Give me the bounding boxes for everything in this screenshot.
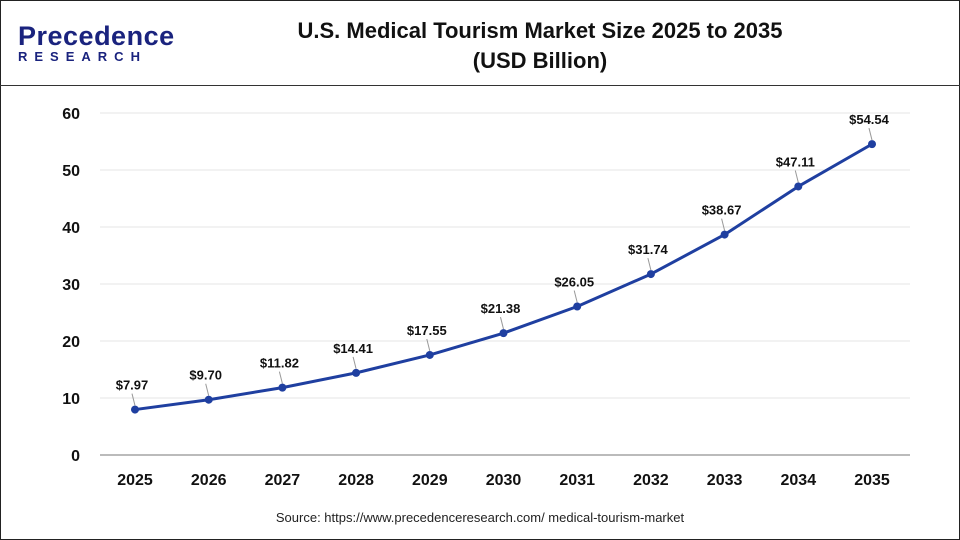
data-point	[573, 302, 582, 311]
header-divider	[0, 85, 960, 86]
series-line	[134, 142, 873, 412]
data-label-leader	[868, 128, 873, 141]
data-label-leader	[205, 383, 210, 396]
x-tick-label: 2027	[265, 472, 301, 489]
data-label-leader	[426, 338, 431, 352]
data-label-leader	[794, 170, 799, 183]
chart-title: U.S. Medical Tourism Market Size 2025 to…	[240, 16, 840, 76]
data-label: $9.70	[189, 368, 222, 383]
x-tick-label: 2031	[559, 472, 595, 489]
data-label: $31.74	[628, 242, 669, 257]
source-note: Source: https://www.precedenceresearch.c…	[275, 510, 685, 525]
x-tick-label: 2025	[117, 472, 153, 489]
y-tick-label: 30	[62, 277, 80, 294]
x-tick-label: 2033	[707, 472, 743, 489]
data-label-leader	[647, 257, 652, 271]
data-label: $7.97	[116, 378, 149, 393]
title-line1: U.S. Medical Tourism Market Size 2025 to…	[297, 18, 783, 43]
x-tick-label: 2028	[338, 472, 374, 489]
data-label-leader	[721, 218, 726, 231]
x-tick-label: 2034	[781, 472, 817, 489]
data-point	[352, 368, 361, 377]
y-tick-label: 0	[71, 448, 80, 465]
data-label: $14.41	[333, 341, 373, 356]
data-point	[131, 405, 139, 414]
x-tick-label: 2035	[854, 472, 890, 489]
data-label-leader	[278, 371, 283, 384]
precedence-research-logo: Precedence RESEARCH	[18, 22, 175, 64]
data-label-leader	[573, 290, 578, 303]
y-tick-label: 10	[62, 391, 80, 408]
data-point	[425, 350, 434, 359]
data-point	[499, 329, 508, 338]
data-point	[794, 182, 803, 191]
y-tick-label: 20	[62, 334, 80, 351]
logo-line1: Precedence	[18, 21, 175, 51]
data-label-leader	[131, 393, 136, 406]
data-label: $21.38	[481, 301, 521, 316]
data-label: $54.54	[849, 112, 890, 127]
data-label: $38.67	[702, 203, 742, 218]
data-label: $47.11	[776, 154, 815, 169]
x-tick-label: 2026	[191, 472, 227, 489]
data-point	[868, 140, 876, 149]
data-point	[720, 230, 729, 239]
data-point	[278, 383, 287, 392]
data-label-leader	[500, 317, 504, 330]
data-label: $11.82	[260, 356, 299, 371]
y-tick-label: 50	[62, 163, 80, 180]
data-point	[204, 395, 213, 404]
data-label-leader	[352, 356, 357, 369]
logo-line2: RESEARCH	[18, 49, 147, 64]
y-tick-label: 40	[62, 220, 80, 237]
title-line2: (USD Billion)	[472, 48, 608, 73]
data-point	[646, 270, 655, 279]
data-label: $17.55	[407, 323, 447, 338]
x-tick-label: 2029	[412, 472, 448, 489]
x-tick-label: 2030	[486, 472, 522, 489]
data-label: $26.05	[554, 275, 594, 290]
x-tick-label: 2032	[633, 472, 669, 489]
y-tick-label: 60	[62, 106, 80, 123]
